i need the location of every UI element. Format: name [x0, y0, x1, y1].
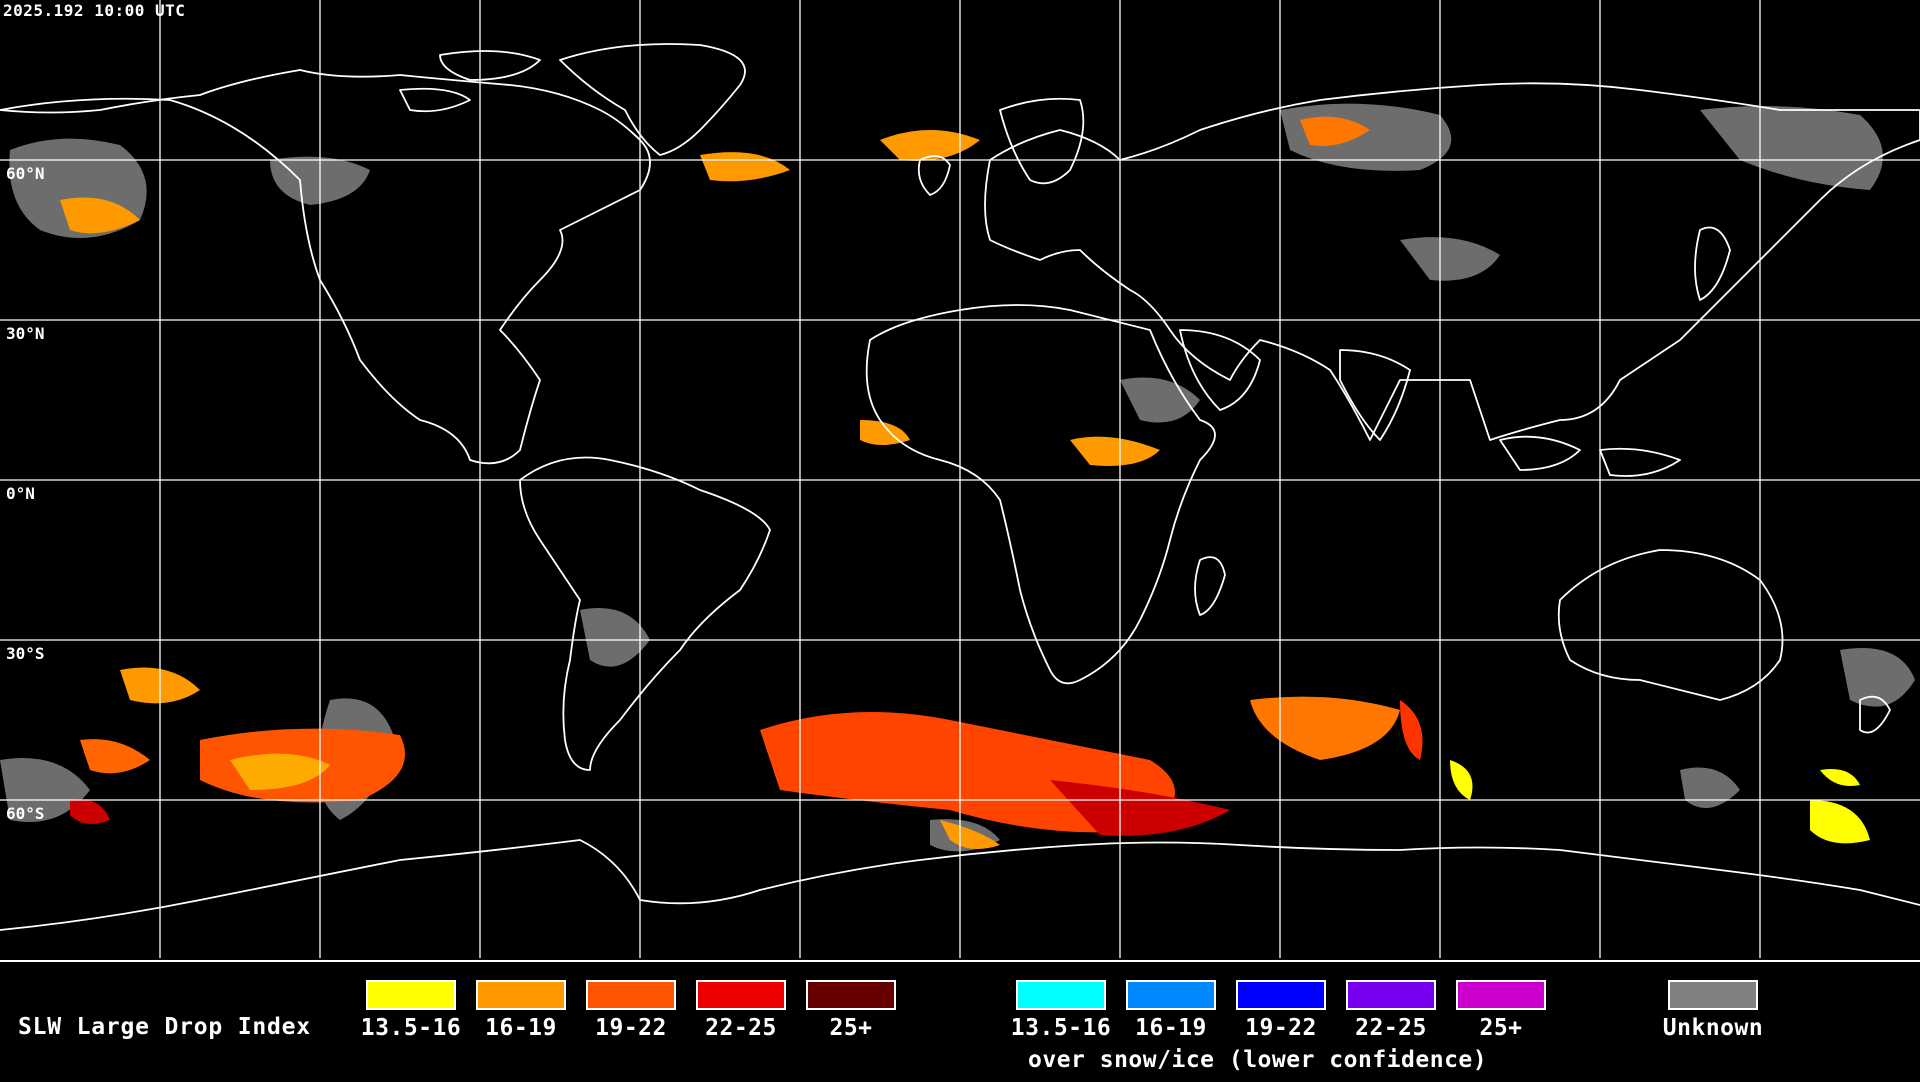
label-main-1: 13.5-16: [360, 1015, 462, 1041]
timestamp: 2025.192 10:00 UTC: [3, 1, 186, 20]
slw-regions: [60, 116, 1870, 849]
coastlines: [0, 43, 1920, 931]
label-main-5: 25+: [829, 1015, 873, 1041]
legend-title: SLW Large Drop Index: [18, 1014, 311, 1040]
lat-label-30s: 30°S: [6, 644, 45, 663]
label-snow-5: 25+: [1479, 1015, 1523, 1041]
label-main-4: 22-25: [705, 1015, 777, 1041]
swatch-main-5: [806, 980, 896, 1010]
legend: SLW Large Drop Index 13.5-16 16-19 19-22…: [0, 960, 1920, 1082]
swatch-main-1: [366, 980, 456, 1010]
lat-label-60s: 60°S: [6, 804, 45, 823]
snow-note: over snow/ice (lower confidence): [1028, 1047, 1488, 1073]
swatch-snow-2: [1126, 980, 1216, 1010]
map-area: 2025.192 10:00 UTC 60°N 30°N 0°N 30°S 60…: [0, 0, 1920, 958]
lat-label-30n: 30°N: [6, 324, 45, 343]
swatch-main-2: [476, 980, 566, 1010]
lat-label-0n: 0°N: [6, 484, 35, 503]
swatch-snow-5: [1456, 980, 1546, 1010]
swatch-unknown: [1668, 980, 1758, 1010]
swatch-snow-3: [1236, 980, 1326, 1010]
label-snow-2: 16-19: [1135, 1015, 1207, 1041]
label-snow-3: 19-22: [1245, 1015, 1317, 1041]
label-main-3: 19-22: [595, 1015, 667, 1041]
label-main-2: 16-19: [485, 1015, 557, 1041]
swatch-main-4: [696, 980, 786, 1010]
label-unknown: Unknown: [1662, 1015, 1764, 1041]
label-snow-4: 22-25: [1355, 1015, 1427, 1041]
swatch-snow-4: [1346, 980, 1436, 1010]
lat-label-60n: 60°N: [6, 164, 45, 183]
graticule: [0, 0, 1920, 958]
swatch-snow-1: [1016, 980, 1106, 1010]
world-map: [0, 0, 1920, 958]
swatch-main-3: [586, 980, 676, 1010]
label-snow-1: 13.5-16: [1010, 1015, 1112, 1041]
